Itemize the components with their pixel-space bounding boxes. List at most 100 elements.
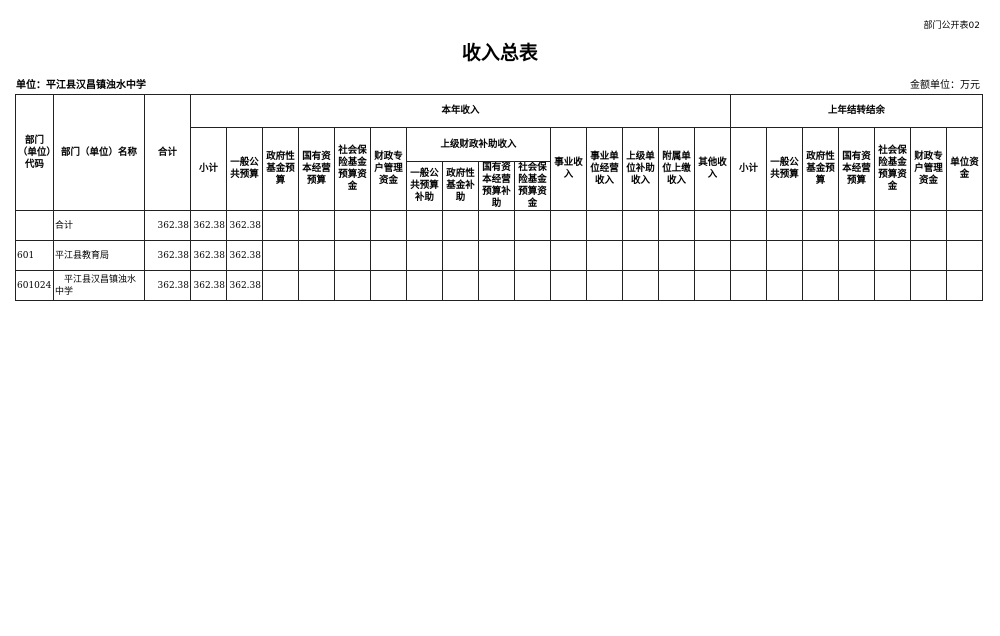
empty-cell [910, 210, 947, 241]
empty-cell [298, 270, 335, 301]
empty-cell [622, 240, 659, 271]
empty-cell [442, 240, 479, 271]
header-cy-special-account: 财政专户管理资金 [370, 127, 407, 211]
empty-cell [945, 270, 984, 301]
empty-cell [370, 210, 407, 241]
amount-unit: 金额单位：万元 [910, 80, 980, 91]
row-general: 362.38 [226, 210, 263, 241]
empty-cell [766, 240, 803, 271]
empty-cell [334, 210, 371, 241]
empty-cell [550, 240, 587, 271]
empty-cell [262, 240, 299, 271]
header-py-gov-fund: 政府性基金预算 [802, 127, 839, 211]
empty-cell [694, 240, 731, 271]
empty-cell [514, 240, 551, 271]
empty-cell [370, 270, 407, 301]
row-total: 362.38 [144, 240, 191, 271]
header-operating: 事业单位经营收入 [586, 127, 623, 211]
row-code: 601 [15, 240, 54, 271]
empty-cell [262, 270, 299, 301]
table-row: 合计 362.38 362.38 362.38 [15, 210, 984, 241]
empty-cell [838, 240, 875, 271]
row-subtotal: 362.38 [190, 270, 227, 301]
empty-cell [766, 210, 803, 241]
header-code: 部门（单位）代码 [15, 94, 54, 211]
header-py-unit-fund: 单位资金 [945, 127, 984, 211]
empty-cell [945, 210, 984, 241]
empty-cell [874, 210, 911, 241]
empty-cell [298, 210, 335, 241]
row-name: 平江县汉昌镇浊水中学 [53, 270, 145, 301]
empty-cell [802, 210, 839, 241]
row-subtotal: 362.38 [190, 240, 227, 271]
empty-cell [658, 210, 695, 241]
header-py-social-insurance: 社会保险基金预算资金 [874, 127, 911, 211]
table-row: 601 平江县教育局 362.38 362.38 362.38 [15, 240, 984, 271]
header-upper-state-capital: 国有资本经营预算补助 [478, 161, 515, 211]
unit-label: 单位：平江县汉昌镇浊水中学 [16, 80, 146, 91]
empty-cell [945, 240, 984, 271]
empty-cell [406, 240, 443, 271]
empty-cell [550, 270, 587, 301]
empty-cell [550, 210, 587, 241]
empty-cell [478, 270, 515, 301]
empty-cell [694, 210, 731, 241]
empty-cell [694, 270, 731, 301]
header-upper-gov-fund: 政府性基金补助 [442, 161, 479, 211]
header-cy-social-insurance: 社会保险基金预算资金 [334, 127, 371, 211]
empty-cell [586, 240, 623, 271]
header-upper-general: 一般公共预算补助 [406, 161, 443, 211]
header-py-state-capital: 国有资本经营预算 [838, 127, 875, 211]
row-code [15, 210, 54, 241]
empty-cell [334, 270, 371, 301]
empty-cell [658, 240, 695, 271]
empty-cell [658, 270, 695, 301]
row-name: 平江县教育局 [53, 240, 145, 271]
page-title: 收入总表 [461, 42, 538, 64]
empty-cell [478, 210, 515, 241]
empty-cell [370, 240, 407, 271]
header-other: 其他收入 [694, 127, 731, 211]
row-subtotal: 362.38 [190, 210, 227, 241]
empty-cell [478, 240, 515, 271]
empty-cell [766, 270, 803, 301]
empty-cell [874, 240, 911, 271]
row-general: 362.38 [226, 270, 263, 301]
empty-cell [730, 270, 767, 301]
empty-cell [910, 240, 947, 271]
header-py-subtotal: 小计 [730, 127, 767, 211]
empty-cell [838, 210, 875, 241]
empty-cell [874, 270, 911, 301]
empty-cell [802, 240, 839, 271]
header-cy-state-capital: 国有资本经营预算 [298, 127, 335, 211]
row-total: 362.38 [144, 210, 191, 241]
header-prior-year: 上年结转结余 [729, 94, 984, 128]
empty-cell [262, 210, 299, 241]
empty-cell [838, 270, 875, 301]
header-upper-social-insurance: 社会保险基金预算资金 [514, 161, 551, 211]
empty-cell [298, 240, 335, 271]
header-upper-unit: 上级单位补助收入 [622, 127, 659, 211]
row-name: 合计 [53, 210, 145, 241]
empty-cell [406, 210, 443, 241]
header-py-special-account: 财政专户管理资金 [910, 127, 947, 211]
header-name: 部门（单位）名称 [53, 94, 145, 211]
header-affiliated: 附属单位上缴收入 [658, 127, 695, 211]
header-business: 事业收入 [550, 127, 587, 211]
empty-cell [442, 270, 479, 301]
row-general: 362.38 [226, 240, 263, 271]
empty-cell [622, 210, 659, 241]
empty-cell [730, 240, 767, 271]
income-summary-table: 部门（单位）代码 部门（单位）名称 合计 本年收入 上年结转结余 小计 一般公共… [15, 94, 984, 301]
empty-cell [910, 270, 947, 301]
form-number: 部门公开表02 [923, 21, 980, 31]
empty-cell [442, 210, 479, 241]
empty-cell [622, 270, 659, 301]
header-cy-gov-fund: 政府性基金预算 [262, 127, 299, 211]
header-py-general: 一般公共预算 [766, 127, 803, 211]
empty-cell [586, 270, 623, 301]
row-total: 362.38 [144, 270, 191, 301]
empty-cell [802, 270, 839, 301]
empty-cell [514, 270, 551, 301]
empty-cell [514, 210, 551, 241]
